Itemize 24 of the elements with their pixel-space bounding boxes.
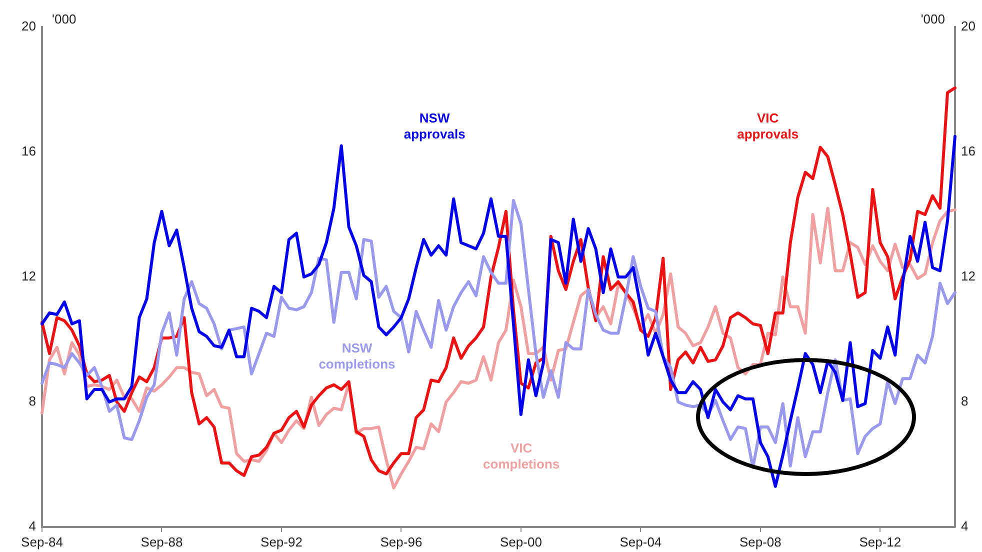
text: NSW approvals (404, 110, 466, 142)
x-tick-label: Sep-08 (739, 534, 782, 550)
y2-axis-title: '000 (920, 12, 945, 27)
y2-tick-label: 8 (961, 394, 968, 409)
y-tick-label: 20 (22, 18, 36, 34)
x-tick-label: Sep-84 (21, 534, 63, 550)
y2-tick-label: 12 (961, 268, 976, 284)
series-label: VIC approvals (737, 110, 799, 142)
y-tick-label: 16 (22, 144, 36, 159)
x-tick-label: Sep-92 (260, 534, 302, 550)
x-tick-label: Sep-88 (140, 534, 183, 550)
y2-tick-label: 20 (961, 18, 976, 34)
y-tick-label: 8 (28, 394, 36, 409)
x-tick-label: Sep-96 (380, 534, 422, 550)
y-axis-title: '000 (52, 12, 76, 27)
y-tick-label: 4 (28, 518, 36, 534)
text: VIC completions (483, 440, 560, 472)
y2-tick-label: 16 (961, 144, 976, 159)
series-label: NSW completions (318, 340, 396, 372)
x-tick-label: Sep-12 (859, 534, 902, 550)
x-tick-label: Sep-04 (620, 534, 662, 550)
x-tick-label: Sep-00 (500, 534, 542, 550)
y2-tick-label: 4 (961, 518, 968, 534)
y-tick-label: 12 (22, 268, 36, 284)
